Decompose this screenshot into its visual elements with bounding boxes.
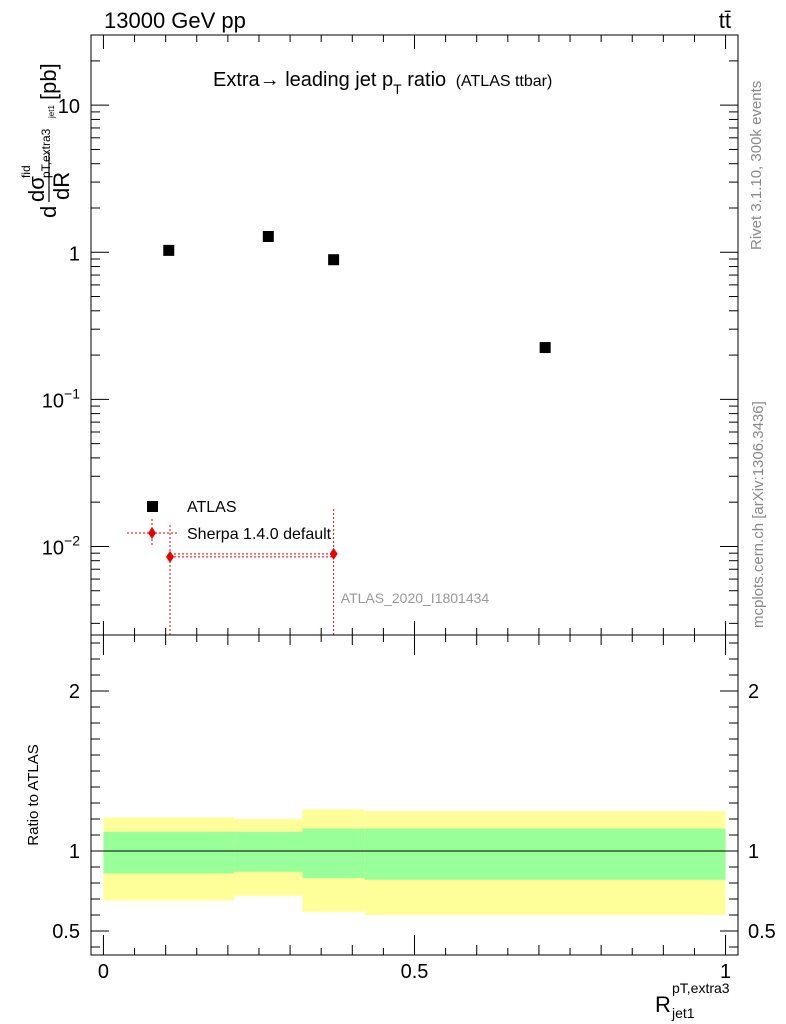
x-tick-label: 0.5 [401,961,429,983]
ratio-bands [91,809,738,915]
ylabel-unit: [pb] [36,63,61,100]
chart-title-note: (ATLAS ttbar) [456,73,553,90]
ratio-frame [90,634,739,956]
atlas-data-point [262,230,274,242]
y-tick-label: 10−1 [42,385,80,412]
ratio-axis-ticks [91,635,738,955]
main-axis-ticks [91,34,738,635]
ratio-y-tick-label: 2 [69,681,80,703]
atlas-data-point [539,342,551,354]
x-axis-label-sub: jet1 [671,1005,695,1021]
main-panel: 10 1 10−1 10−2 Extra→ leading jet pT ratio … [19,34,739,636]
ratio-stat-band [302,828,365,879]
main-y-axis-label: d dσ fid pT,extra3 jet1 dR [pb] [19,63,74,218]
chart-title-main: Extra→ leading jet p [213,69,393,91]
legend-sherpa-marker [148,527,156,539]
main-frame [90,34,739,636]
legend-atlas-marker [147,501,158,512]
ratio-y-axis-label: Ratio to ATLAS [25,744,42,845]
ratio-y-tick-label-right: 1 [748,841,759,863]
atlas-data-point [163,244,175,256]
rivet-label: Rivet 3.1.10, 300k events [748,81,765,250]
mcplots-label: mcplots.cern.ch [arXiv:1306.3436] [750,401,767,628]
main-y-tick-labels: 10 1 10−1 10−2 [42,96,80,559]
x-tick-label: 1 [720,961,731,983]
energy-label: 13000 GeV pp [104,8,246,33]
legend: ATLAS Sherpa 1.4.0 default [127,499,332,547]
analysis-annotation: ATLAS_2020_I1801434 [341,590,490,606]
ylabel-denominator: dR [49,172,74,200]
ratio-stat-band [364,828,726,880]
ratio-y-tick-labels: 2 2 1 1 0.5 0.5 [52,681,776,943]
main-data-marks [163,230,551,635]
chart-title: Extra→ leading jet pT ratio (ATLAS ttbar… [213,69,552,97]
ratio-y-tick-label-right: 2 [748,681,759,703]
ratio-stat-band [234,831,303,872]
x-axis-label: R [655,992,671,1017]
chart-title-subscript: T [393,81,402,97]
process-label: tt̄ [719,8,731,33]
ylabel-sigma-sup: fid [19,165,33,178]
y-tick-label: 10−2 [42,532,80,559]
y-tick-label: 10 [58,96,80,118]
ratio-y-tick-label: 1 [69,841,80,863]
ratio-panel: 2 21 10.5 0.5 0 0.5 1 Ratio to ATLAS R pT,ext… [25,634,776,1021]
y-tick-label: 1 [69,243,80,265]
legend-atlas-label: ATLAS [187,499,237,516]
ratio-y-tick-label: 0.5 [52,921,80,943]
legend-sherpa-label: Sherpa 1.4.0 default [187,526,332,543]
ylabel-sigma-sub2: jet1 [47,105,56,119]
ratio-y-tick-label-right: 0.5 [748,921,776,943]
sherpa-data-point [329,547,338,560]
x-tick-label: 0 [98,961,109,983]
ylabel-d: d [36,206,61,218]
ratio-stat-band [103,831,235,874]
chart-title-suffix: ratio [402,69,446,91]
atlas-data-point [328,254,340,266]
x-axis-label-sup: pT,extra3 [672,980,730,996]
x-axis-label-base: R [655,992,671,1017]
sherpa-data-point [166,550,175,563]
ratio-x-tick-labels: 0 0.5 1 [98,961,731,983]
ylabel-sigma-sub: pT,extra3 [39,128,53,178]
ylabel-sigma: dσ [24,176,49,202]
